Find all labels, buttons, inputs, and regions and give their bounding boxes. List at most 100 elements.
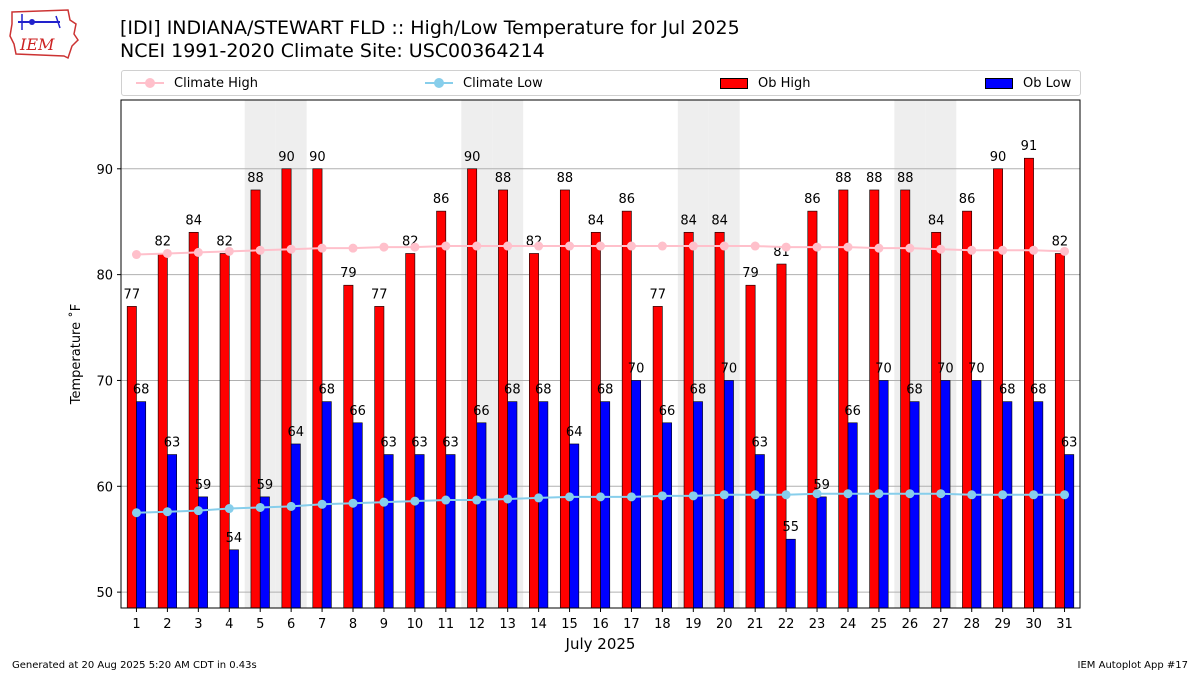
bar-ob-low — [1064, 454, 1075, 609]
point-climate-high — [936, 244, 946, 254]
bar-ob-low — [816, 496, 827, 609]
bar-ob-low — [754, 454, 765, 609]
y-tick-label: 90 — [96, 163, 113, 178]
point-climate-high — [224, 246, 234, 256]
data-label-ob-low: 66 — [349, 404, 366, 419]
point-climate-high — [503, 241, 513, 251]
point-climate-low — [193, 506, 203, 516]
bar-ob-low — [1002, 401, 1013, 609]
data-label-ob-low: 70 — [875, 361, 892, 376]
data-label-ob-high: 86 — [433, 192, 450, 207]
bar-ob-high — [590, 231, 601, 609]
point-climate-low — [936, 489, 946, 499]
bar-ob-high — [869, 189, 880, 609]
x-tick-label: 29 — [994, 617, 1011, 632]
point-climate-low — [688, 491, 698, 501]
data-label-ob-low: 54 — [226, 531, 243, 546]
x-tick-label: 16 — [592, 617, 609, 632]
point-climate-high — [874, 243, 884, 253]
data-label-ob-low: 70 — [937, 361, 954, 376]
data-label-ob-high: 88 — [557, 171, 574, 186]
y-tick-label: 50 — [96, 586, 113, 601]
point-climate-high — [1029, 245, 1039, 255]
x-tick-label: 25 — [871, 617, 888, 632]
point-climate-high — [410, 242, 420, 252]
point-climate-low — [874, 489, 884, 499]
bar-ob-high — [219, 253, 230, 609]
point-climate-low — [626, 492, 636, 502]
bar-ob-low — [538, 401, 549, 609]
x-tick-label: 1 — [132, 617, 140, 632]
data-label-ob-low: 63 — [1061, 436, 1078, 451]
data-label-ob-high: 77 — [371, 287, 388, 302]
data-label-ob-high: 84 — [711, 213, 728, 228]
data-label-ob-high: 90 — [309, 150, 326, 165]
y-tick-label: 70 — [96, 374, 113, 389]
point-climate-low — [1060, 490, 1070, 500]
bar-ob-low — [167, 454, 177, 609]
bar-ob-high — [188, 231, 199, 609]
legend-swatch-ob-high — [720, 77, 748, 89]
bar-ob-low — [693, 401, 703, 609]
bar-ob-high — [343, 284, 354, 609]
data-label-ob-high: 88 — [247, 171, 264, 186]
point-climate-high — [162, 248, 172, 258]
data-label-ob-low: 64 — [288, 425, 305, 440]
point-climate-high — [379, 242, 389, 252]
x-tick-label: 22 — [778, 617, 795, 632]
legend-label-climate-low: Climate Low — [463, 75, 543, 91]
bar-ob-high — [529, 253, 539, 609]
bar-ob-low — [445, 454, 456, 609]
point-climate-low — [348, 498, 358, 508]
x-tick-label: 10 — [407, 617, 424, 632]
point-climate-low — [843, 489, 853, 499]
bar-ob-high — [931, 231, 942, 609]
x-tick-label: 26 — [902, 617, 919, 632]
x-tick-label: 7 — [318, 617, 326, 632]
x-tick-label: 15 — [561, 617, 578, 632]
bar-ob-high — [962, 210, 973, 609]
data-label-ob-low: 68 — [1030, 383, 1047, 398]
data-label-ob-high: 84 — [185, 213, 202, 228]
data-label-ob-low: 66 — [659, 404, 676, 419]
data-label-ob-low: 64 — [566, 425, 583, 440]
point-climate-high — [812, 242, 822, 252]
generated-note: Generated at 20 Aug 2025 5:20 AM CDT in … — [12, 660, 257, 671]
x-tick-label: 9 — [380, 617, 388, 632]
x-tick-label: 28 — [963, 617, 980, 632]
x-tick-label: 21 — [747, 617, 764, 632]
legend-swatch-climate-low — [425, 78, 453, 88]
data-label-ob-low: 63 — [380, 436, 397, 451]
point-climate-low — [998, 490, 1008, 500]
point-climate-low — [596, 492, 605, 502]
point-climate-low — [1029, 490, 1039, 500]
data-label-ob-high: 86 — [804, 192, 821, 207]
bar-ob-low — [600, 401, 611, 609]
bar-ob-low — [569, 443, 580, 609]
bar-ob-high — [1054, 253, 1065, 609]
bar-ob-high — [559, 189, 570, 609]
point-climate-low — [379, 497, 389, 507]
bar-ob-low — [259, 496, 270, 609]
data-label-ob-low: 68 — [597, 383, 614, 398]
data-label-ob-high: 86 — [619, 192, 636, 207]
legend-swatch-ob-low — [985, 77, 1013, 89]
point-climate-high — [317, 243, 327, 253]
data-label-ob-high: 90 — [464, 150, 481, 165]
point-climate-low — [657, 491, 667, 501]
point-climate-low — [719, 490, 729, 500]
data-label-ob-low: 68 — [504, 383, 521, 398]
bar-ob-high — [652, 306, 663, 609]
point-climate-low — [317, 499, 327, 509]
data-label-ob-high: 90 — [990, 150, 1007, 165]
point-climate-high — [719, 241, 729, 251]
point-climate-high — [905, 243, 915, 253]
y-tick-label: 60 — [96, 480, 113, 495]
data-label-ob-high: 79 — [742, 266, 759, 281]
bar-ob-low — [507, 401, 518, 609]
data-label-ob-high: 82 — [1052, 234, 1069, 249]
data-label-ob-low: 70 — [968, 361, 985, 376]
app-credit: IEM Autoplot App #17 — [1077, 660, 1188, 671]
point-climate-high — [781, 242, 791, 252]
bar-ob-low — [136, 401, 147, 609]
